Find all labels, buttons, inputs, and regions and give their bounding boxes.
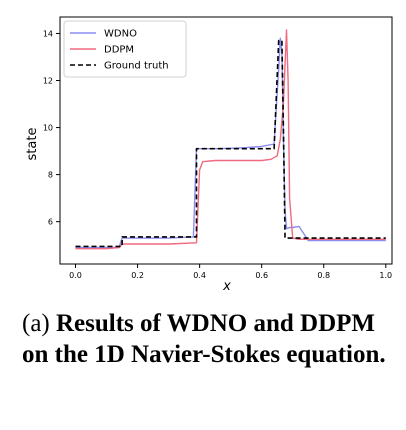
series-line-ground-truth <box>75 39 386 248</box>
x-tick-label: 1.0 <box>379 271 392 280</box>
plot-frame <box>59 16 393 265</box>
caption-prefix: (a) <box>22 310 56 337</box>
x-tick-label: 0.2 <box>131 271 144 280</box>
y-axis-label: state <box>25 128 40 161</box>
x-tick-label: 0.8 <box>317 271 330 280</box>
x-tick-label: 0.6 <box>255 271 268 280</box>
y-tick-label: 6 <box>48 218 53 227</box>
legend-label: WDNO <box>104 29 137 40</box>
y-tick-label: 10 <box>43 124 53 133</box>
caption-text: Results of WDNO and DDPM on the 1D Navie… <box>22 310 386 368</box>
legend-label: Ground truth <box>104 61 169 72</box>
x-tick-label: 0.4 <box>193 271 206 280</box>
y-tick-label: 8 <box>48 171 53 180</box>
chart-figure: 0.0 0.2 0.4 0.6 0.8 1.0 6 8 10 12 14 WDNO DDPM Groun… <box>25 16 393 294</box>
legend-label: DDPM <box>104 45 134 56</box>
y-tick-label: 12 <box>43 77 53 86</box>
x-axis-label: x <box>222 279 231 294</box>
x-tick-label: 0.0 <box>69 271 82 280</box>
figure-caption: (a) Results of WDNO and DDPM on the 1D N… <box>22 308 394 370</box>
chart-svg: 0.0 0.2 0.4 0.6 0.8 1.0 6 8 10 12 14 WDNO DDPM Groun… <box>25 16 393 294</box>
y-tick-label: 14 <box>43 29 53 38</box>
series-line-ddpm <box>75 29 386 250</box>
legend-box <box>63 20 187 78</box>
